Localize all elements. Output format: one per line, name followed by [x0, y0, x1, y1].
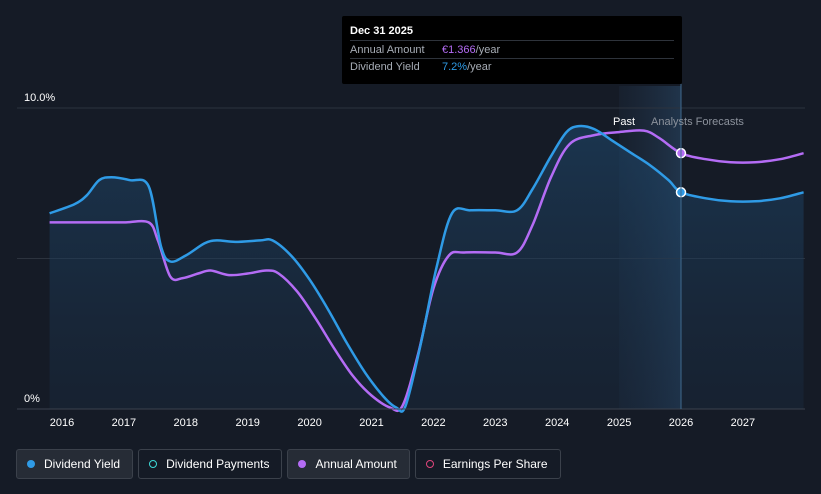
x-tick-label: 2016	[50, 417, 74, 429]
dividend-yield-area	[49, 125, 804, 412]
area-layer	[49, 125, 804, 412]
dividend-payments-ring-icon	[149, 460, 158, 468]
dividend-yield-dot-icon	[27, 460, 35, 468]
legend-label: Annual Amount	[315, 457, 397, 471]
dividend-yield-line	[49, 124, 804, 413]
legend-dividend-payments[interactable]: Dividend Payments	[138, 449, 283, 479]
x-tick-label: 2026	[669, 417, 693, 429]
x-tick-label: 2019	[235, 417, 259, 429]
legend-label: Dividend Payments	[166, 457, 270, 471]
legend-dividend-yield[interactable]: Dividend Yield	[16, 449, 134, 479]
x-tick-label: 2017	[112, 417, 136, 429]
x-tick-label: 2024	[545, 417, 569, 429]
x-tick-label: 2023	[483, 417, 507, 429]
x-tick-label: 2027	[731, 417, 755, 429]
y-axis-bottom-label: 0%	[24, 393, 40, 405]
earnings-per-share-ring-icon	[425, 460, 434, 468]
x-tick-label: 2022	[421, 417, 445, 429]
forecast-region-label: Analysts Forecasts	[651, 116, 744, 128]
chart-tooltip: Dec 31 2025 Annual Amount €1.366 /year D…	[342, 16, 682, 84]
x-tick-label: 2021	[359, 417, 383, 429]
past-region-label: Past	[613, 116, 635, 128]
tooltip-date: Dec 31 2025	[350, 23, 674, 41]
x-tick-label: 2025	[607, 417, 631, 429]
tooltip-suffix: /year	[475, 44, 501, 56]
tooltip-row-dividend-yield: Dividend Yield 7.2% /year	[350, 59, 674, 75]
y-axis-top-label: 10.0%	[24, 92, 55, 104]
tooltip-value: 7.2%	[442, 61, 468, 73]
tooltip-label: Dividend Yield	[350, 61, 420, 73]
x-tick-label: 2020	[297, 417, 321, 429]
legend-earnings-per-share[interactable]: Earnings Per Share	[414, 449, 561, 479]
annual-amount-dot-icon	[298, 460, 307, 468]
tooltip-suffix: /year	[467, 61, 492, 73]
annual-amount-line	[49, 129, 804, 413]
legend-label: Earnings Per Share	[442, 457, 548, 471]
chart-legend: Dividend Yield Dividend Payments Annual …	[16, 449, 561, 479]
x-tick-label: 2018	[174, 417, 198, 429]
tooltip-value: €1.366	[442, 44, 476, 56]
tooltip-row-annual-amount: Annual Amount €1.366 /year	[350, 42, 674, 59]
legend-annual-amount[interactable]: Annual Amount	[287, 449, 410, 479]
axis-layer: 2016 2017 2018 2019 2020 2021 2022 2023 2024 2025…	[17, 84, 805, 429]
legend-label: Dividend Yield	[44, 457, 121, 471]
tooltip-label: Annual Amount	[350, 44, 425, 56]
